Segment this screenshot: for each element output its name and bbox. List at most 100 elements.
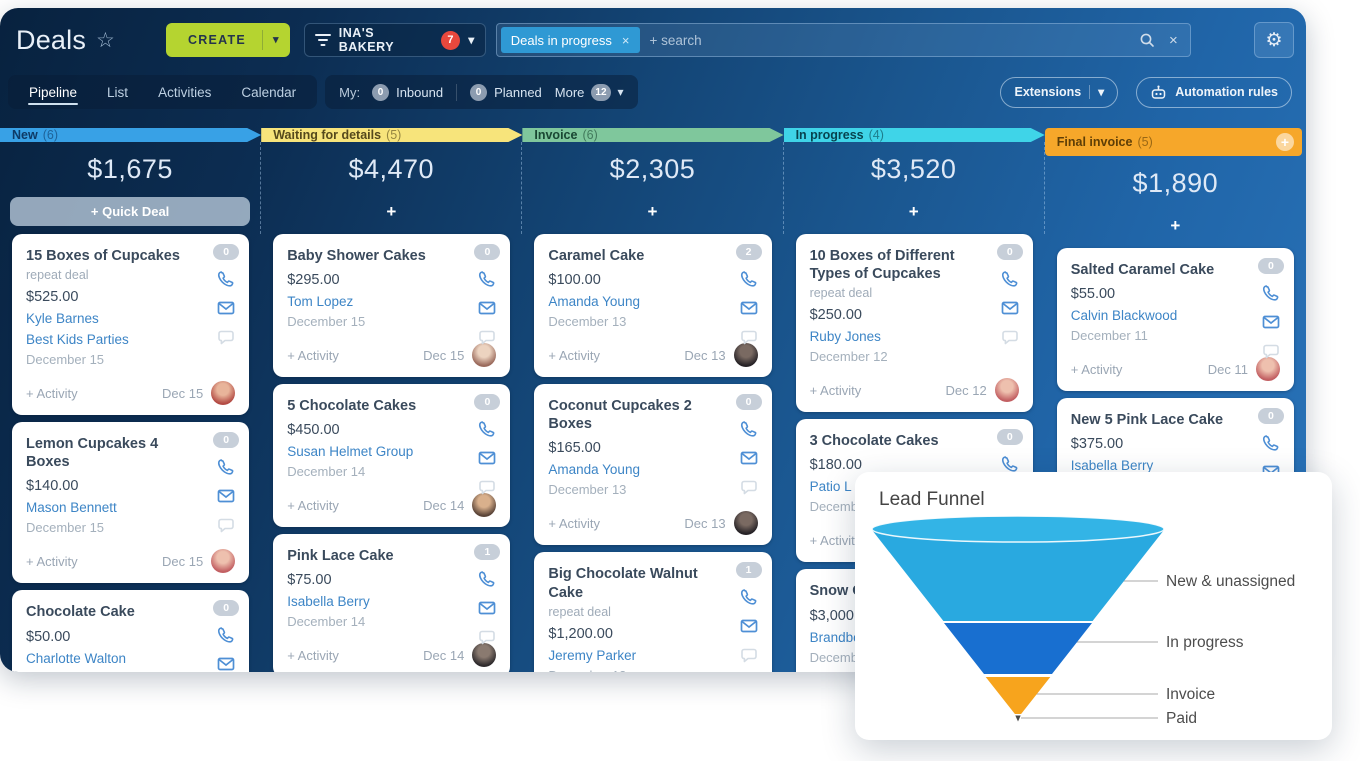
add-activity-link[interactable]: + Activity xyxy=(809,532,862,548)
deal-card[interactable]: Pink Lace Cake $75.00 Isabella Berry Dec… xyxy=(273,534,511,672)
add-deal-button[interactable]: + Quick Deal xyxy=(10,197,251,226)
view-tab[interactable]: Calendar xyxy=(226,75,311,109)
add-activity-link[interactable]: + Activity xyxy=(548,515,601,531)
phone-icon[interactable] xyxy=(1261,283,1281,303)
stage-header[interactable]: Waiting for details (5) + xyxy=(261,128,522,142)
stage-header[interactable]: In progress (4) + xyxy=(784,128,1045,142)
automation-rules-button[interactable]: Automation rules xyxy=(1136,76,1292,108)
phone-icon[interactable] xyxy=(216,457,236,477)
deal-contact-link[interactable]: Amanda Young xyxy=(548,462,640,478)
phone-icon[interactable] xyxy=(739,419,759,439)
chat-icon[interactable] xyxy=(216,327,236,347)
phone-icon[interactable] xyxy=(739,269,759,289)
add-deal-button[interactable]: + xyxy=(271,197,511,226)
add-activity-link[interactable]: + Activity xyxy=(287,347,339,363)
chat-icon[interactable] xyxy=(477,327,497,347)
deal-card[interactable]: Baby Shower Cakes $295.00 Tom Lopez Dece… xyxy=(273,234,511,378)
chip-close-icon[interactable]: × xyxy=(621,32,630,48)
deal-contact-link[interactable]: Kyle Barnes xyxy=(26,311,99,327)
phone-icon[interactable] xyxy=(477,269,497,289)
more-filters-button[interactable]: More 12 ▾ xyxy=(555,83,624,101)
add-activity-link[interactable]: + Activity xyxy=(287,497,339,513)
account-filter-button[interactable]: INA'S BAKERY 7 ▾ xyxy=(303,23,486,57)
deal-contact-link[interactable]: Isabella Berry xyxy=(287,594,370,610)
add-deal-button[interactable]: + xyxy=(1055,211,1296,240)
deal-contact-link[interactable]: Tom Lopez xyxy=(287,294,354,310)
phone-icon[interactable] xyxy=(216,269,236,289)
chat-icon[interactable] xyxy=(477,477,497,497)
chat-icon[interactable] xyxy=(739,645,759,665)
add-activity-link[interactable]: + Activity xyxy=(26,553,78,569)
add-deal-button[interactable]: + xyxy=(794,197,1034,226)
email-icon[interactable] xyxy=(1000,298,1020,318)
chat-icon[interactable] xyxy=(1000,327,1020,347)
deal-card[interactable]: 10 Boxes of Different Types of Cupcakes … xyxy=(795,234,1033,413)
deal-contact-link[interactable]: Amanda Young xyxy=(548,294,640,310)
create-button[interactable]: CREATE ▾ xyxy=(166,23,290,57)
favorite-star-icon[interactable]: ☆ xyxy=(96,28,115,52)
email-icon[interactable] xyxy=(477,598,497,618)
extensions-caret-icon[interactable]: ▾ xyxy=(1098,85,1105,99)
deal-title: Salted Caramel Cake xyxy=(1070,262,1215,278)
search-clear-icon[interactable]: × xyxy=(1168,31,1178,49)
deal-contact-link[interactable]: Ruby Jones xyxy=(809,329,881,345)
add-activity-link[interactable]: + Activity xyxy=(26,385,78,401)
search-bar[interactable]: Deals in progress × + search × xyxy=(495,23,1191,57)
phone-icon[interactable] xyxy=(216,625,236,645)
add-deal-button[interactable]: + xyxy=(532,197,772,226)
deal-contact-link[interactable]: Susan Helmet Group xyxy=(287,444,414,460)
phone-icon[interactable] xyxy=(1000,269,1020,289)
deal-card[interactable]: Salted Caramel Cake $55.00 Calvin Blackw… xyxy=(1056,248,1294,392)
chat-icon[interactable] xyxy=(739,327,759,347)
chat-icon[interactable] xyxy=(1261,341,1281,361)
deal-card[interactable]: Coconut Cupcakes 2 Boxes $165.00 Amanda … xyxy=(534,384,772,546)
email-icon[interactable] xyxy=(477,448,497,468)
deal-contact-link[interactable]: Charlotte Walton xyxy=(26,650,127,666)
view-tab[interactable]: List xyxy=(92,75,143,109)
phone-icon[interactable] xyxy=(1261,433,1281,453)
view-tab[interactable]: Pipeline xyxy=(14,75,92,109)
phone-icon[interactable] xyxy=(739,587,759,607)
deal-contact-link[interactable]: Jeremy Parker xyxy=(548,647,637,663)
search-icon[interactable] xyxy=(1139,32,1155,48)
deal-company-link[interactable]: Best Kids Parties xyxy=(26,332,129,348)
deal-contact-link[interactable]: Isabella Berry xyxy=(1070,458,1154,474)
deal-card[interactable]: 15 Boxes of Cupcakes repeat deal $525.00… xyxy=(12,234,250,416)
stage-header[interactable]: Final invoice (5) + xyxy=(1044,128,1302,156)
deal-card[interactable]: 5 Chocolate Cakes $450.00 Susan Helmet G… xyxy=(273,384,511,528)
email-icon[interactable] xyxy=(477,298,497,318)
add-activity-link[interactable]: + Activity xyxy=(287,647,339,663)
email-icon[interactable] xyxy=(1261,312,1281,332)
deal-contact-link[interactable]: Calvin Blackwood xyxy=(1070,308,1178,324)
stage-add-icon[interactable]: + xyxy=(1275,133,1294,151)
settings-button[interactable]: ⚙ xyxy=(1254,22,1294,58)
phone-icon[interactable] xyxy=(1000,454,1020,474)
phone-icon[interactable] xyxy=(477,569,497,589)
email-icon[interactable] xyxy=(216,298,236,318)
email-icon[interactable] xyxy=(739,616,759,636)
chat-icon[interactable] xyxy=(739,477,759,497)
email-icon[interactable] xyxy=(739,448,759,468)
phone-icon[interactable] xyxy=(477,419,497,439)
email-icon[interactable] xyxy=(216,486,236,506)
deal-card[interactable]: Caramel Cake $100.00 Amanda Young Decemb… xyxy=(534,234,772,378)
chat-icon[interactable] xyxy=(216,515,236,535)
add-activity-link[interactable]: + Activity xyxy=(809,382,862,398)
add-activity-link[interactable]: + Activity xyxy=(1070,361,1123,377)
view-tab[interactable]: Activities xyxy=(143,75,226,109)
deal-contact-link[interactable]: Mason Bennett xyxy=(26,500,117,516)
deal-card[interactable]: Lemon Cupcakes 4 Boxes $140.00 Mason Ben… xyxy=(12,422,250,584)
add-activity-link[interactable]: + Activity xyxy=(548,347,601,363)
deal-card[interactable]: Chocolate Cake $50.00 Charlotte Walton D… xyxy=(12,590,250,672)
extensions-button[interactable]: Extensions ▾ xyxy=(1000,76,1119,108)
email-icon[interactable] xyxy=(216,654,236,672)
my-filter-item[interactable]: 0 Inbound xyxy=(372,83,458,101)
create-caret-icon[interactable]: ▾ xyxy=(272,33,280,46)
email-icon[interactable] xyxy=(739,298,759,318)
search-filter-chip[interactable]: Deals in progress × xyxy=(500,27,640,53)
stage-header[interactable]: New (6) + xyxy=(0,128,261,142)
stage-header[interactable]: Invoice (6) + xyxy=(522,128,783,142)
chat-icon[interactable] xyxy=(477,627,497,647)
my-filter-item[interactable]: 0 Planned xyxy=(470,83,542,101)
deal-card[interactable]: Big Chocolate Walnut Cake repeat deal $1… xyxy=(534,552,772,672)
